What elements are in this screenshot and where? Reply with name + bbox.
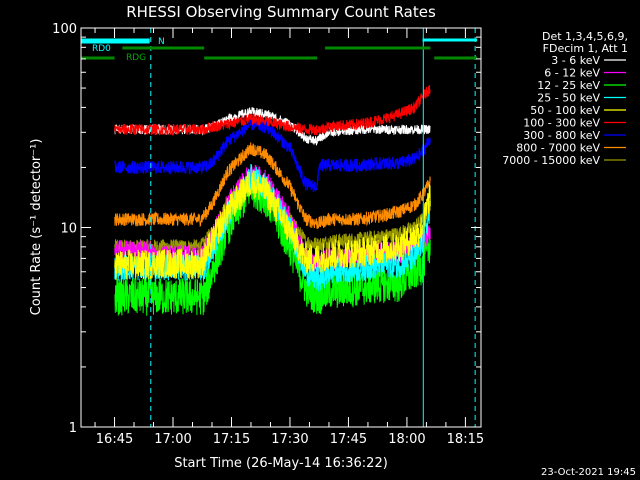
series-line-4 [114,170,431,281]
y-tick-label-2: 100 [52,22,77,37]
chart-title: RHESSI Observing Summary Count Rates [126,3,436,21]
x-tick-label-2: 17:15 [213,432,250,447]
y-tick-label-1: 10 [60,222,77,237]
x-tick-label-4: 17:45 [330,432,367,447]
legend-entry-0: 3 - 6 keV [551,54,600,67]
legend-entry-3: 25 - 50 keV [537,92,600,105]
x-tick-label-0: 16:45 [96,432,133,447]
series-line-7 [114,142,431,229]
legend-entry-5: 100 - 300 keV [523,117,600,130]
legend-entry-8: 7000 - 15000 keV [502,154,600,167]
axis-layer: 1 10 100 16:45 17:00 17:15 17:30 17:45 18:00 18:1… [52,22,484,447]
flag-label-rd0: RD0 [92,44,111,54]
data-layer [114,84,431,316]
flag-label-rdg: RDG [126,53,146,63]
legend-entry-6: 300 - 800 keV [523,129,600,142]
timestamp: 23-Oct-2021 19:45 [541,467,636,478]
legend-entry-2: 12 - 25 keV [537,79,600,92]
legend-entry-7: 800 - 7000 keV [516,142,600,155]
x-axis-label: Start Time (26-May-14 16:36:22) [174,456,388,471]
series-line-0 [114,107,431,146]
y-tick-label-0: 1 [69,421,77,436]
x-tick-label-3: 17:30 [271,432,308,447]
legend-header-0: Det 1,3,4,5,6,9, [542,30,628,43]
legend: Det 1,3,4,5,6,9,FDecim 1, Att 13 - 6 keV… [502,30,628,167]
legend-entry-4: 50 - 100 keV [530,104,600,117]
y-axis-label: Count Rate (s⁻¹ detector⁻¹) [29,139,44,316]
legend-entry-1: 6 - 12 keV [544,67,600,80]
flag-label-n: N [158,37,165,47]
x-tick-label-1: 17:00 [154,432,191,447]
x-tick-label-6: 18:15 [447,432,484,447]
x-tick-label-5: 18:00 [388,432,425,447]
legend-header-1: FDecim 1, Att 1 [543,42,628,55]
series-line-5 [114,84,431,136]
